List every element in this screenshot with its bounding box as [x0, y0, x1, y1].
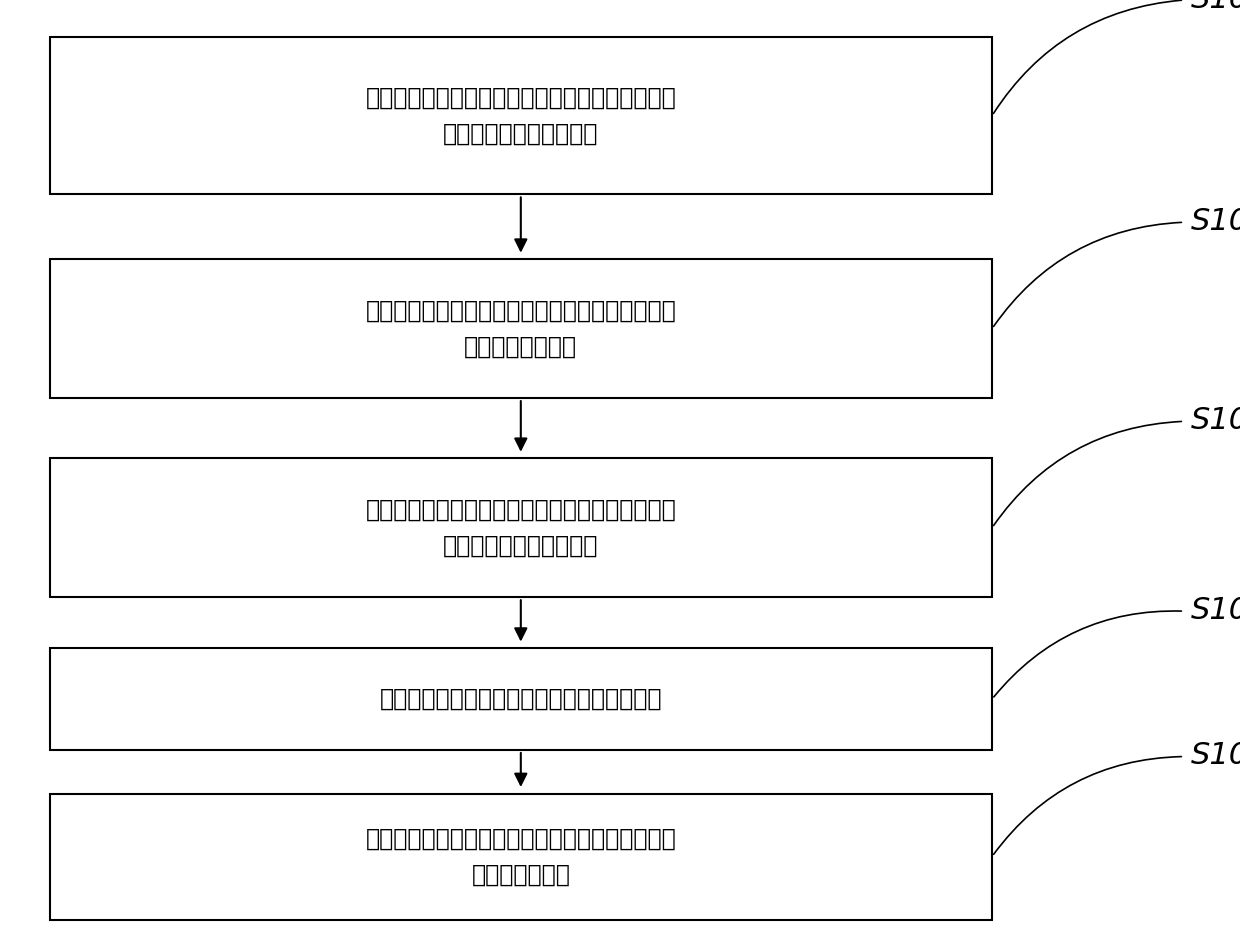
Text: 根据隧道外获取的亮度信息及入口段亮度折减系数
计算隧道入口段目标亮度: 根据隧道外获取的亮度信息及入口段亮度折减系数 计算隧道入口段目标亮度 — [366, 498, 676, 557]
Text: S103: S103 — [1190, 407, 1240, 435]
Bar — [50, 648, 992, 750]
Text: S101: S101 — [1190, 0, 1240, 14]
Bar — [50, 37, 992, 194]
Bar — [50, 458, 992, 597]
Text: 根据交通量参数、气象信息及色温信息确定隧道入
口段亮度折减系数: 根据交通量参数、气象信息及色温信息确定隧道入 口段亮度折减系数 — [366, 299, 676, 358]
Text: S102: S102 — [1190, 207, 1240, 236]
Text: 根据气象信息和色温信息确定入口段目标色温: 根据气象信息和色温信息确定入口段目标色温 — [379, 687, 662, 711]
Text: S105: S105 — [1190, 742, 1240, 770]
Text: S104: S104 — [1190, 596, 1240, 625]
Text: 根据隧道入口点目标亮度和目标色温调节隧道入口
段的亮度和色温: 根据隧道入口点目标亮度和目标色温调节隧道入口 段的亮度和色温 — [366, 827, 676, 886]
Bar — [50, 259, 992, 398]
Text: 获取隧道外的亮度信息、气象信息、色温信息以及
隧道内各段的交通量参数: 获取隧道外的亮度信息、气象信息、色温信息以及 隧道内各段的交通量参数 — [366, 86, 676, 145]
Bar — [50, 794, 992, 920]
